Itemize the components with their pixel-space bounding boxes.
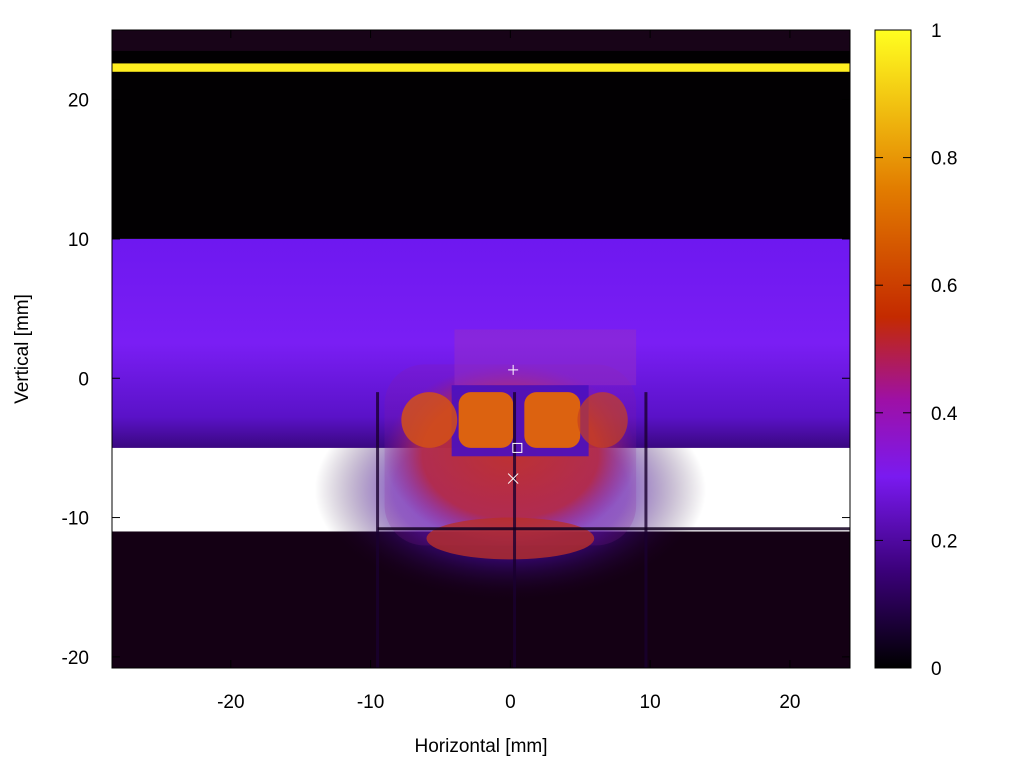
y-tick-label: 10 xyxy=(68,230,89,251)
plot-frame xyxy=(111,29,851,669)
y-tick-labels: -20 -10 0 10 20 xyxy=(62,91,89,669)
orange-window-right xyxy=(524,392,581,448)
upper-faint-squares xyxy=(454,329,637,386)
y-tick-label: -10 xyxy=(62,509,89,530)
colorbar-tick-label: 0 xyxy=(931,659,942,680)
y-tick-label: -20 xyxy=(62,648,89,669)
x-tick-label: 10 xyxy=(640,692,661,713)
x-tick-label: 20 xyxy=(779,692,800,713)
colorbar-ticks: 0 0.2 0.4 0.6 0.8 1 xyxy=(875,21,958,680)
colorbar-gradient xyxy=(874,29,912,669)
colorbar-tick-label: 0.8 xyxy=(931,149,957,170)
colorbar-tick-label: 0.4 xyxy=(931,404,958,425)
x-tick-label: 0 xyxy=(505,692,516,713)
x-tick-label: -10 xyxy=(357,692,384,713)
cross-marker xyxy=(507,473,519,484)
top-edge-haze xyxy=(112,30,850,51)
axis-ticks xyxy=(112,30,850,668)
square-marker xyxy=(512,442,523,453)
x-axis-label: Horizontal [mm] xyxy=(414,736,547,757)
marker-layer xyxy=(507,364,523,484)
orange-window-left xyxy=(458,392,514,448)
x-tick-labels: -20 -10 0 10 20 xyxy=(217,692,800,713)
colorbar-tick-label: 0.2 xyxy=(931,531,957,552)
orange-lobe-left xyxy=(401,392,458,448)
y-tick-label: 20 xyxy=(68,91,89,112)
bright-stripe xyxy=(112,63,850,72)
upper-dark-band xyxy=(112,30,850,239)
plus-marker xyxy=(508,364,519,375)
x-tick-label: -20 xyxy=(217,692,244,713)
colorbar-tick-label: 1 xyxy=(931,21,942,42)
y-tick-label: 0 xyxy=(78,369,89,390)
y-axis-label: Vertical [mm] xyxy=(12,294,33,404)
orange-lobe-right xyxy=(577,392,628,448)
heatmap-image xyxy=(112,30,850,668)
colorbar-tick-label: 0.6 xyxy=(931,276,957,297)
lower-red-lobe xyxy=(426,517,595,560)
colorbar: 0 0.2 0.4 0.6 0.8 1 xyxy=(874,21,958,680)
